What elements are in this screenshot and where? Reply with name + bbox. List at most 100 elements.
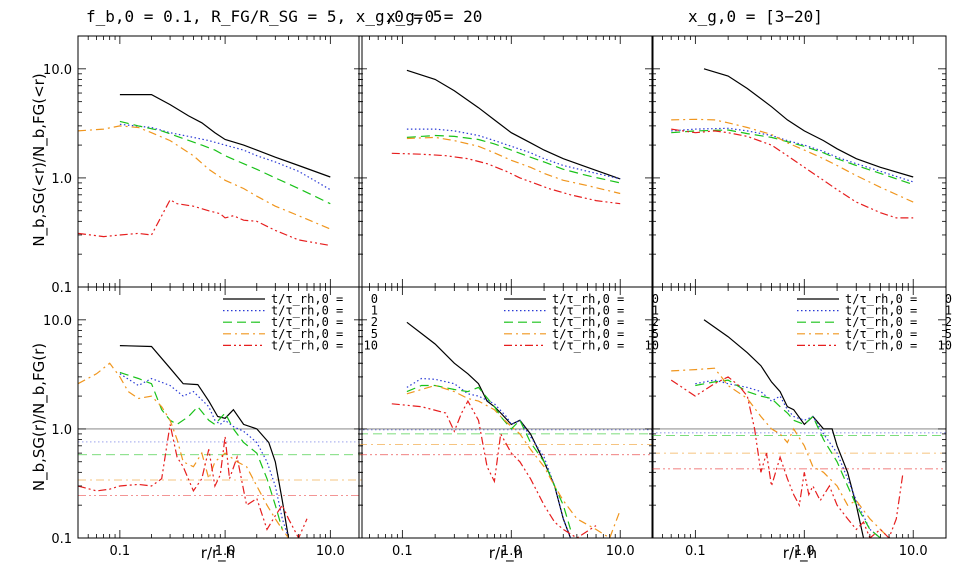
x-tick-label: 10.0 [606, 544, 635, 559]
legend-value: 5 [945, 327, 952, 341]
legend-label: t/τ_rh,0 = [552, 304, 624, 318]
legend-value: 0 [371, 292, 378, 306]
legend-label: t/τ_rh,0 = [271, 315, 343, 329]
top-y-axis-label: N_b,SG(<r)/N_b,FG(<r) [30, 73, 49, 246]
legend-label: t/τ_rh,0 = [845, 292, 917, 306]
series-line-1 [406, 128, 621, 180]
legend-value: 2 [371, 315, 378, 329]
x-tick-label: 0.1 [110, 544, 131, 559]
series-line-5 [78, 362, 289, 538]
series-line-5 [406, 136, 621, 195]
panel-4: 0.1 1.0 10.0 0.1 1.0 10.0 t/τ_rh,0 = 0 t/τ_rh,0 … [43, 286, 378, 559]
panel-5: 0.1 1.0 10.0 t/τ_rh,0 = 0 t/τ_rh,0 = 1 t/τ_rh,0… [358, 286, 659, 559]
legend-value: 0 [945, 292, 952, 306]
legend-value: 10 [938, 338, 952, 352]
panel-frame [651, 35, 947, 288]
legend-label: t/τ_rh,0 = [845, 338, 917, 352]
panel-1: 0.1 1.0 10.0 [43, 35, 363, 296]
series-line-5 [406, 384, 621, 538]
series-group [671, 68, 914, 219]
y-tick-label: 1.0 [51, 172, 72, 187]
series-line-1 [119, 123, 331, 191]
series-line-5 [78, 125, 331, 230]
series-line-2 [119, 120, 331, 205]
x-tick-label: 1.0 [794, 544, 815, 559]
series-line-0 [703, 319, 865, 538]
series-line-5 [671, 118, 914, 203]
series-line-1 [695, 379, 881, 538]
series-line-2 [406, 134, 621, 184]
legend-value: 1 [652, 304, 659, 318]
legend-label: t/τ_rh,0 = [552, 338, 624, 352]
legend-value: 1 [371, 304, 378, 318]
series-group [670, 319, 904, 538]
series-line-0 [406, 69, 621, 180]
panel-3 [651, 35, 947, 288]
legend-value: 2 [652, 315, 659, 329]
series-line-5 [671, 367, 890, 538]
bottom-y-axis-label: N_b,SG(r)/N_b,FG(r) [30, 343, 49, 491]
y-tick-label: 0.1 [51, 281, 72, 296]
legend-label: t/τ_rh,0 = [271, 304, 343, 318]
legend-value: 5 [652, 327, 659, 341]
legend-label: t/τ_rh,0 = [552, 315, 624, 329]
legend-value: 2 [945, 315, 952, 329]
x-axis-label-1: r/r_h [201, 544, 235, 563]
legend-label: t/τ_rh,0 = [845, 315, 917, 329]
series-group [391, 321, 621, 538]
series-line-2 [406, 384, 572, 530]
y-tick-label: 10.0 [43, 63, 72, 78]
series-line-10 [78, 424, 308, 538]
legend-value: 1 [945, 304, 952, 318]
series-line-0 [119, 93, 331, 178]
reference-lines [652, 428, 946, 470]
panel-frame [77, 35, 363, 288]
x-axis-label-3: r/r_h [783, 544, 817, 563]
x-tick-label: 1.0 [501, 544, 522, 559]
legend-label: t/τ_rh,0 = [271, 327, 343, 341]
series-line-1 [119, 373, 290, 538]
panel-6: 0.1 1.0 10.0 t/τ_rh,0 = 0 t/τ_rh,0 = 1 t/τ_rh,0… [651, 286, 952, 559]
series-line-10 [670, 376, 904, 538]
x-tick-label: 0.1 [685, 544, 706, 559]
legend-value: 0 [652, 292, 659, 306]
legend-label: t/τ_rh,0 = [552, 292, 624, 306]
legend-label: t/τ_rh,0 = [552, 327, 624, 341]
column-title-3: x_g,0 = [3−20] [688, 7, 823, 26]
legend-label: t/τ_rh,0 = [271, 292, 343, 306]
series-line-10 [391, 399, 597, 538]
series-line-10 [671, 128, 914, 219]
series-line-2 [695, 379, 881, 538]
panel-frame [358, 35, 654, 288]
series-line-0 [119, 345, 290, 538]
series-line-1 [406, 377, 572, 538]
x-tick-label: 10.0 [316, 544, 345, 559]
y-tick-label: 1.0 [51, 423, 72, 438]
y-tick-label: 10.0 [43, 314, 72, 329]
series-group [78, 93, 331, 247]
x-tick-label: 1.0 [215, 544, 236, 559]
panel-2 [358, 35, 654, 288]
series-line-2 [671, 129, 914, 186]
legend-label: t/τ_rh,0 = [845, 327, 917, 341]
column-title-1: f_b,0 = 0.1, R_FG/R_SG = 5, x_g,0 = 5 [86, 7, 442, 26]
series-group [78, 345, 308, 538]
series-line-2 [119, 371, 283, 530]
x-tick-label: 10.0 [899, 544, 928, 559]
series-line-0 [703, 68, 914, 178]
legend-value: 10 [364, 338, 378, 352]
series-line-1 [671, 127, 914, 183]
reference-lines [78, 428, 362, 496]
legend-label: t/τ_rh,0 = [845, 304, 917, 318]
legend-value: 5 [371, 327, 378, 341]
reference-lines [359, 428, 653, 456]
column-title-2: x_g,0 = 20 [386, 7, 482, 26]
legend-label: t/τ_rh,0 = [271, 338, 343, 352]
series-group [391, 69, 621, 205]
series-line-10 [78, 198, 331, 247]
y-tick-label: 0.1 [51, 532, 72, 547]
panels: 0.1 1.0 10.0 0.1 1.0 10.0 0.1 1.0 10.0 t/τ_rh,0 =… [43, 35, 952, 559]
series-line-10 [391, 152, 621, 205]
x-axis-label-2: r/r_h [489, 544, 523, 563]
